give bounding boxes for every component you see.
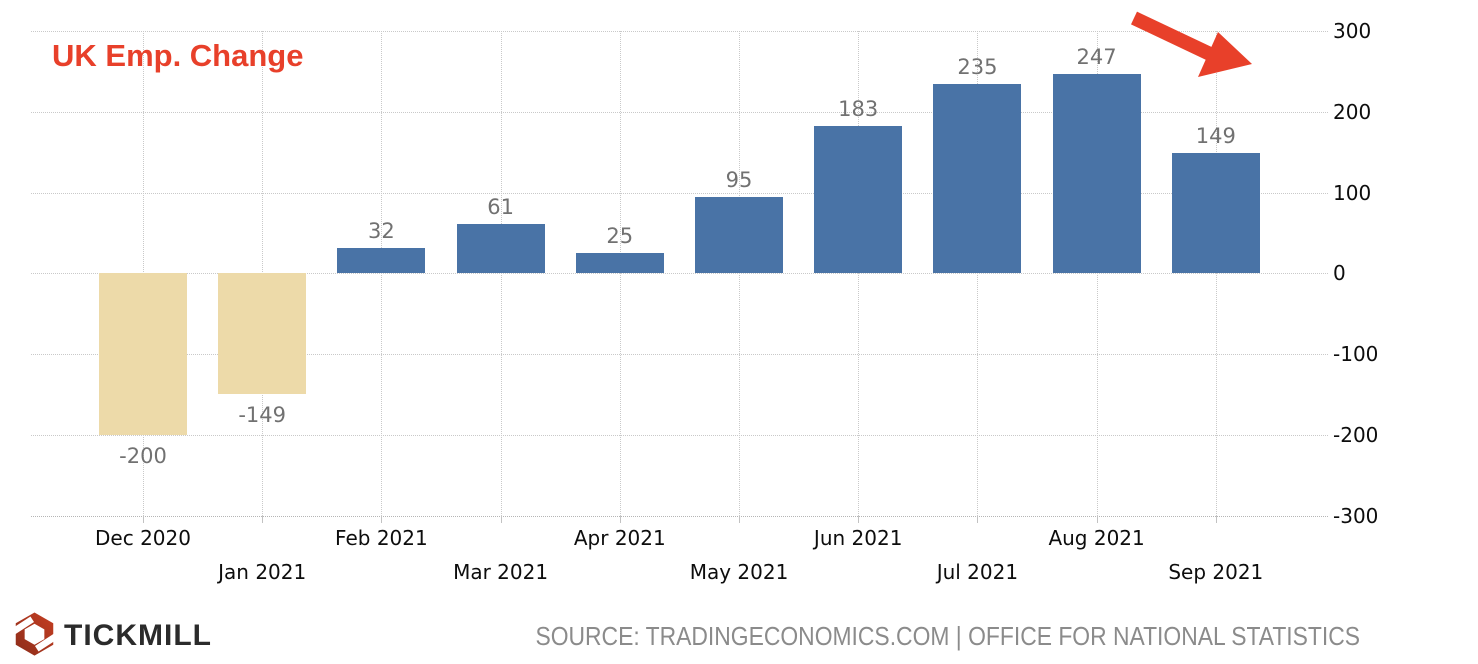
bar-sep-2021 — [1171, 153, 1260, 274]
bar-dec-2020 — [99, 273, 187, 435]
x-gridline — [858, 31, 860, 516]
y-gridline — [31, 515, 1328, 517]
y-axis-tick-label: 0 — [1333, 261, 1346, 286]
x-gridline — [977, 31, 979, 516]
x-axis-label: Sep 2021 — [1168, 560, 1264, 584]
bar-value-label: -149 — [238, 402, 287, 427]
x-axis-label: May 2021 — [689, 560, 789, 584]
x-axis-tick — [1096, 515, 1098, 523]
x-axis-label: Jun 2021 — [813, 526, 903, 550]
bar-value-label: 61 — [487, 195, 514, 220]
y-gridline — [31, 273, 1328, 275]
y-axis-tick-label: -300 — [1333, 503, 1379, 528]
x-gridline — [500, 31, 502, 516]
bar-feb-2021 — [337, 247, 426, 274]
x-axis-label: Aug 2021 — [1048, 526, 1145, 550]
y-axis-tick-label: 200 — [1333, 99, 1372, 124]
y-gridline — [31, 435, 1328, 436]
bar-value-label: 149 — [1195, 124, 1236, 148]
x-axis-tick — [619, 515, 621, 523]
bar-value-label: 247 — [1076, 44, 1117, 69]
x-axis-tick — [739, 515, 740, 523]
bar-value-label: 25 — [606, 224, 634, 249]
bar-value-label: 32 — [368, 218, 395, 243]
x-axis-tick — [381, 515, 383, 523]
bar-apr-2021 — [575, 253, 664, 274]
bar-value-label: 183 — [838, 96, 879, 121]
bar-jan-2021 — [218, 273, 307, 394]
x-axis-tick — [977, 515, 979, 523]
y-gridline — [31, 111, 1328, 113]
bar-jul-2021 — [933, 83, 1022, 274]
x-axis-label: Jul 2021 — [936, 560, 1019, 584]
x-gridline — [619, 31, 621, 516]
x-gridline — [1096, 31, 1098, 516]
y-axis-tick-label: -100 — [1333, 342, 1379, 367]
y-axis-tick-label: 100 — [1333, 180, 1372, 205]
x-axis-label: Feb 2021 — [335, 526, 428, 550]
x-axis-tick — [1215, 515, 1217, 523]
bar-mar-2021 — [456, 224, 545, 274]
bar-jun-2021 — [814, 125, 903, 274]
bar-value-label: -200 — [119, 444, 167, 468]
y-gridline — [31, 31, 1328, 32]
bar-may-2021 — [695, 196, 783, 274]
x-axis-label: Apr 2021 — [573, 526, 666, 550]
x-axis-tick — [858, 515, 860, 523]
y-axis-tick-label: -200 — [1333, 423, 1379, 447]
x-gridline — [739, 31, 740, 516]
y-axis-tick-label: 300 — [1333, 19, 1372, 43]
bar-value-label: 95 — [725, 167, 753, 192]
brand-name: TICKMILL — [64, 619, 212, 652]
source-attribution: SOURCE: TRADINGECONOMICS.COM | OFFICE FO… — [535, 621, 1360, 651]
y-gridline — [31, 192, 1328, 194]
x-axis-label: Dec 2020 — [95, 526, 191, 550]
x-axis-tick — [143, 515, 144, 523]
x-axis-label: Jan 2021 — [218, 560, 307, 584]
x-axis-label: Mar 2021 — [453, 560, 549, 584]
chart-title: UK Emp. Change — [52, 38, 304, 73]
x-gridline — [381, 31, 383, 516]
x-axis-tick — [262, 515, 264, 523]
bar-value-label: 235 — [957, 54, 998, 79]
bar-aug-2021 — [1052, 73, 1141, 274]
x-axis-tick — [500, 515, 502, 523]
downtrend-arrow-icon — [1131, 11, 1252, 77]
tickmill-logo-icon — [12, 612, 57, 656]
x-gridline — [1215, 31, 1217, 516]
y-gridline — [31, 354, 1328, 356]
